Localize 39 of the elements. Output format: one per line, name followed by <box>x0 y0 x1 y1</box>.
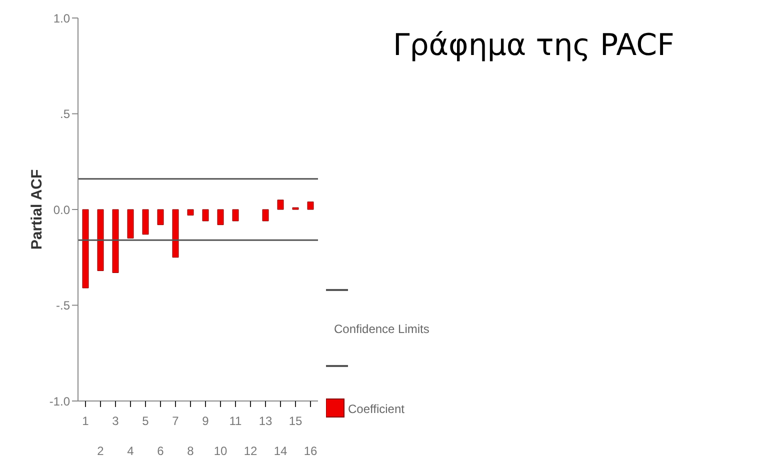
bar <box>307 202 314 210</box>
x-tick-label: 7 <box>172 414 180 428</box>
x-tick-label: 6 <box>157 444 164 458</box>
legend-label: Coefficient <box>348 402 406 416</box>
y-axis-title: Partial ACF <box>28 169 46 250</box>
bar <box>172 209 179 258</box>
bar <box>262 209 269 222</box>
x-tick-label: 3 <box>112 414 120 428</box>
ref-line-label: Confidence Limits <box>334 322 430 336</box>
x-tick-label: 8 <box>187 444 194 458</box>
bar <box>277 200 284 210</box>
x-tick-label: 13 <box>258 414 272 428</box>
y-tick-label: 1.0 <box>53 11 70 26</box>
x-tick-label: 10 <box>214 444 228 458</box>
x-tick-label: 11 <box>229 414 242 428</box>
x-tick-label: 16 <box>304 444 318 458</box>
text: Γράφημα της PACF <box>393 28 674 63</box>
x-tick-label: 4 <box>127 444 134 458</box>
y-tick-label: .5 <box>60 107 70 122</box>
bar <box>127 209 134 238</box>
bar <box>202 209 209 222</box>
x-tick-label: 15 <box>288 414 302 428</box>
bar <box>142 209 149 235</box>
bar <box>82 209 89 288</box>
bar <box>232 209 239 222</box>
y-tick-label: -.5 <box>56 298 70 313</box>
x-tick-label: 12 <box>244 444 258 458</box>
y-tick-label: -1.0 <box>49 394 70 408</box>
x-tick-label: 14 <box>274 444 288 458</box>
bar <box>217 209 224 226</box>
bar <box>112 209 119 273</box>
bar <box>97 209 104 272</box>
x-tick-label: 9 <box>202 414 210 428</box>
x-tick-label: 5 <box>142 414 150 428</box>
x-tick-label: 2 <box>97 444 104 458</box>
bar <box>157 209 164 226</box>
x-tick-label: 1 <box>82 414 90 428</box>
bar <box>187 209 194 216</box>
y-tick-label: 0.0 <box>53 202 70 217</box>
